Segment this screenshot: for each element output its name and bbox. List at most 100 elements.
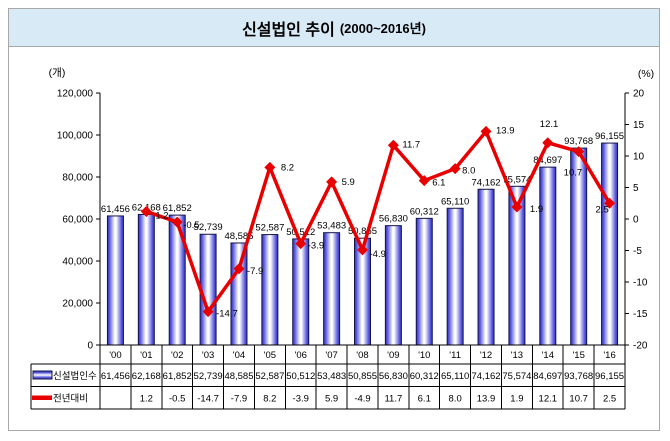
table-cell-yoy: 10.7 (569, 394, 588, 405)
table-cell-count: 96,155 (595, 371, 624, 382)
y-axis-tick-label: 120,000 (57, 89, 94, 100)
bar-06 (292, 238, 310, 346)
bar-value-label: 56,830 (379, 214, 408, 225)
x-axis-label: '01 (140, 350, 152, 361)
legend-label-line: 전년대비 (53, 394, 88, 405)
table-cell-yoy: 13.9 (477, 394, 496, 405)
legend-label-bars: 신설법인수 (53, 371, 97, 382)
bar-value-label: 52,739 (194, 222, 223, 233)
y-axis-tick-label: 80,000 (62, 173, 93, 184)
x-axis-label: '03 (202, 350, 214, 361)
line-value-label: 10.7 (564, 168, 583, 179)
table-cell-count: 50,512 (286, 371, 315, 382)
line-value-label: 6.1 (432, 178, 445, 189)
x-axis-label: '02 (171, 350, 183, 361)
bar-value-label: 48,585 (224, 231, 253, 242)
title-band: 신설법인 추이 (2000~2016년) (9, 9, 659, 47)
bar-07 (323, 232, 341, 346)
pct-axis-tick-label: -15 (633, 309, 648, 320)
line-marker (357, 244, 368, 256)
x-axis-label: '00 (109, 350, 121, 361)
table-cell-yoy: 12.1 (539, 394, 558, 405)
bar-16 (601, 142, 619, 346)
right-axis-unit-label: (%) (638, 68, 654, 80)
bar-10 (415, 217, 433, 346)
x-axis-label: '04 (233, 350, 245, 361)
y-axis-tick-label: 40,000 (62, 257, 93, 268)
bar-value-label: 61,456 (101, 204, 130, 215)
pct-axis-tick-label: 20 (633, 89, 645, 100)
y-axis-tick-label: 20,000 (62, 299, 93, 310)
line-value-label: -7.9 (247, 266, 263, 277)
table-cell-count: 53,483 (317, 371, 346, 382)
line-marker (449, 163, 461, 175)
pct-axis-tick-label: 0 (633, 215, 639, 226)
table-cell-yoy: 5.9 (325, 394, 338, 405)
x-axis-label: '16 (603, 350, 615, 361)
table-cell-count: 61,456 (101, 371, 130, 382)
table-cell-count: 61,852 (163, 371, 192, 382)
table-cell-yoy: -0.5 (169, 394, 185, 405)
bar-value-label: 96,155 (595, 131, 624, 142)
table-cell-count: 52,739 (194, 371, 223, 382)
line-value-label: -3.9 (308, 241, 324, 252)
line-value-label: 5.9 (342, 177, 355, 188)
bar-00 (106, 215, 124, 346)
line-marker (542, 137, 554, 149)
table-cell-yoy: 1.9 (510, 394, 523, 405)
x-axis-label: '09 (387, 350, 399, 361)
table-cell-count: 50,855 (348, 371, 377, 382)
table-cell-yoy: -3.9 (293, 394, 309, 405)
bar-value-label: 50,855 (348, 226, 377, 237)
bar-value-label: 84,697 (533, 155, 562, 166)
line-marker (387, 139, 399, 151)
x-axis-label: '15 (572, 350, 584, 361)
table-cell-count: 56,830 (379, 371, 408, 382)
x-axis-label: '06 (295, 350, 307, 361)
pct-axis-tick-label: 10 (633, 152, 645, 163)
bar-value-label: 61,852 (163, 203, 192, 214)
x-axis-label: '08 (356, 350, 368, 361)
line-marker (511, 201, 523, 213)
table-cell-yoy: -7.9 (231, 394, 247, 405)
bar-14 (539, 166, 557, 346)
line-value-label: 1.9 (530, 204, 543, 215)
table-cell-count: 65,110 (441, 371, 469, 382)
line-value-label: -0.5 (183, 220, 199, 231)
bar-01 (137, 213, 155, 346)
page-title: 신설법인 추이 (242, 21, 335, 39)
line-marker (171, 216, 183, 228)
bar-value-label: 75,574 (502, 174, 531, 185)
table-cell-yoy: 6.1 (418, 394, 431, 405)
table-cell-yoy: 2.5 (603, 394, 616, 405)
y-axis-tick-label: 60,000 (62, 215, 93, 226)
legend-bar-icon (32, 370, 53, 380)
table-cell-yoy: -4.9 (354, 394, 370, 405)
x-axis-label: '13 (511, 350, 523, 361)
table-cell-count: 93,768 (564, 371, 593, 382)
pct-axis-tick-label: -10 (633, 278, 648, 289)
line-marker (604, 197, 616, 209)
x-axis-label: '05 (264, 350, 276, 361)
line-value-label: 13.9 (496, 125, 515, 136)
bar-value-label: 50,512 (286, 227, 315, 238)
y-axis-tick-label: 100,000 (57, 131, 94, 142)
line-marker (264, 161, 276, 173)
table-cell-yoy: 8.2 (263, 394, 276, 405)
table-cell-yoy: 11.7 (384, 394, 402, 405)
line-value-label: 12.1 (540, 119, 559, 130)
line-value-label: 8.2 (281, 162, 294, 173)
bar-03 (199, 233, 217, 346)
table-cell-count: 48,585 (224, 371, 253, 382)
table-cell-yoy: -14.7 (197, 394, 219, 405)
line-marker (418, 175, 430, 187)
table-cell-count: 75,574 (502, 371, 531, 382)
line-marker (480, 125, 492, 137)
pct-axis-tick-label: 5 (633, 183, 639, 194)
bar-value-label: 65,110 (441, 196, 469, 207)
pct-axis-tick-label: -5 (633, 246, 642, 257)
table-cell-count: 84,697 (533, 371, 562, 382)
table-cell-yoy: 8.0 (449, 394, 462, 405)
